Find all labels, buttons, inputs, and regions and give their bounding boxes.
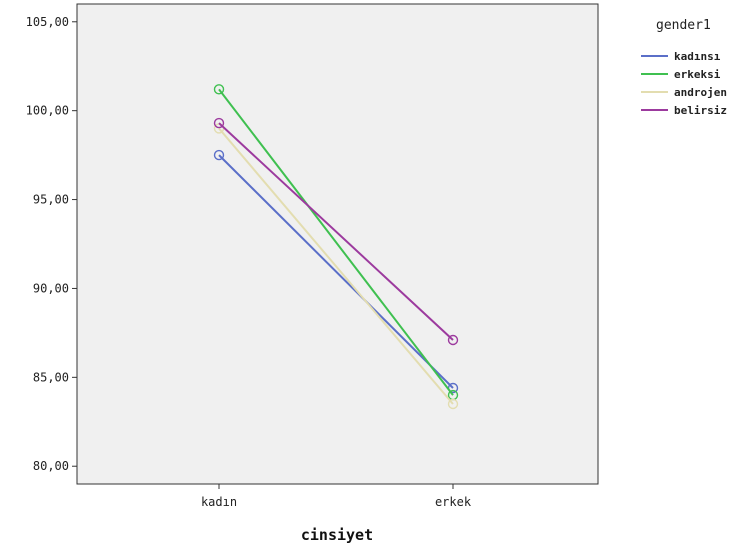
x-tick-label: kadın [201, 495, 237, 509]
y-tick-label: 95,00 [33, 193, 69, 207]
series-line [218, 122, 454, 341]
series-point [447, 398, 459, 410]
series-point [447, 334, 459, 346]
x-tick-label: erkek [435, 495, 472, 509]
series-layer [213, 84, 459, 410]
y-tick-label: 85,00 [33, 370, 69, 384]
x-axis: kadın erkek [201, 484, 472, 509]
legend-label: kadınsı [674, 50, 721, 63]
legend: gender1 kadınsı erkeksi androjen belirsiz [641, 18, 727, 117]
x-axis-title: cinsiyet [301, 526, 373, 544]
series-line [218, 127, 454, 405]
legend-label: androjen [674, 86, 727, 99]
y-axis: 80,00 85,00 90,00 95,00 100,00 105,00 [26, 15, 77, 473]
legend-title: gender1 [656, 18, 711, 33]
series-point [213, 117, 225, 129]
legend-label: belirsiz [674, 104, 727, 117]
y-tick-label: 100,00 [26, 104, 69, 118]
series-point [213, 84, 225, 95]
y-tick-label: 90,00 [33, 281, 69, 295]
series-point [213, 149, 225, 161]
y-tick-label: 105,00 [26, 15, 69, 29]
series-line [218, 88, 454, 396]
legend-label: erkeksi [674, 68, 721, 81]
series-line [218, 154, 454, 389]
y-tick-label: 80,00 [33, 459, 69, 473]
